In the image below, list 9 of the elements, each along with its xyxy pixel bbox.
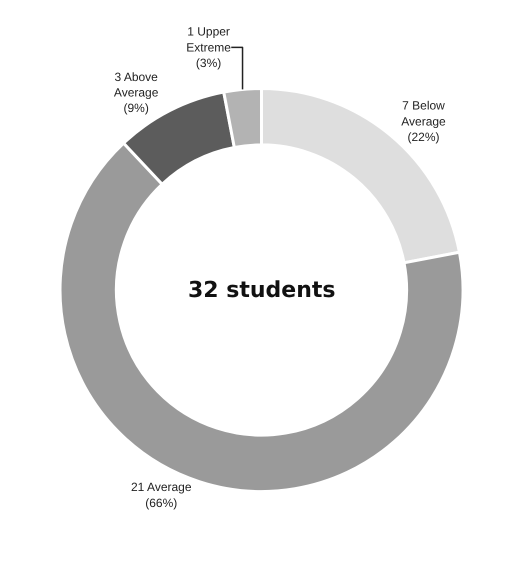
slice-label: 7 Below Average <box>401 98 446 128</box>
slice-label: 3 Above Average <box>114 70 159 100</box>
data-label: (66%) <box>145 496 178 510</box>
data-label: (9%) <box>123 101 149 116</box>
slice-label: 1 Upper Extreme <box>186 24 232 54</box>
data-label: (22%) <box>407 130 440 144</box>
data-label: (3%) <box>196 56 222 70</box>
text: 32 students <box>188 278 336 303</box>
slice-label: 21 Average <box>131 480 192 494</box>
